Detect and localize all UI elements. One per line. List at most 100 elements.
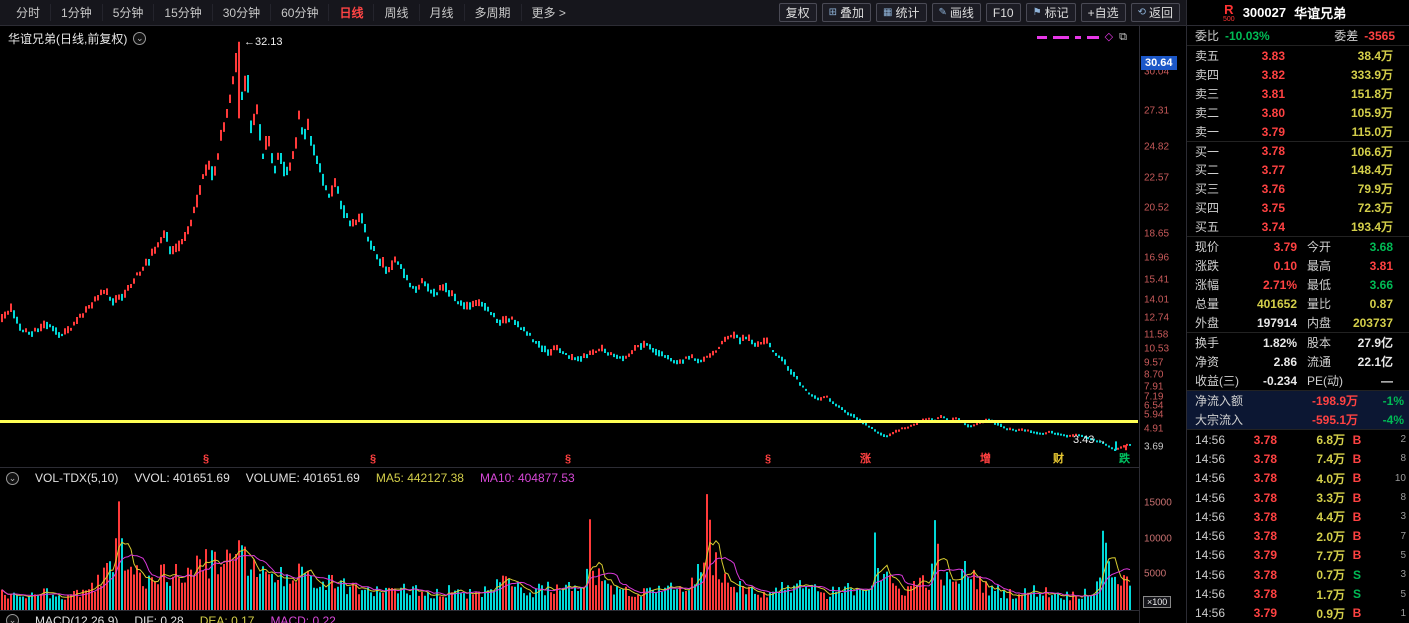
ma5-value: MA5: 442127.38 xyxy=(375,471,464,485)
mark-icon: ⚑ xyxy=(1032,7,1042,18)
toolbar-button-label: 复权 xyxy=(785,6,810,20)
toolbar-button-add-watch[interactable]: +自选 xyxy=(1080,3,1126,22)
chart-title: 华谊兄弟(日线,前复权) ⌄ xyxy=(8,30,147,47)
stat-value: 203737 xyxy=(1352,315,1393,330)
price-axis: 30.64 ×100 30.04 27.31 24.82 22.57 20.52 18.6… xyxy=(1139,26,1186,623)
period-tab-30min[interactable]: 30分钟 xyxy=(213,4,272,21)
trend-line[interactable] xyxy=(0,420,1138,423)
tick-side: S xyxy=(1352,567,1361,582)
ask-row[interactable]: 卖五 3.83 38.4万 xyxy=(1187,46,1409,65)
weibi-label: 委比 xyxy=(1195,29,1220,43)
chevron-down-icon[interactable]: ⌄ xyxy=(133,32,147,45)
toolbar-button-mark[interactable]: ⚑ 标记 xyxy=(1025,3,1076,22)
toolbar-button-f10[interactable]: F10 xyxy=(985,3,1021,22)
tick-row: 14:56 3.78 4.0万 B 10 xyxy=(1187,469,1409,488)
flow-pct: -4% xyxy=(1382,412,1404,427)
tick-time: 14:56 xyxy=(1195,548,1226,563)
event-marker-6[interactable]: 财 xyxy=(1053,453,1064,465)
toolbar-button-back[interactable]: ⟲ 返回 xyxy=(1130,3,1180,22)
toolbar-button-fuquan[interactable]: 复权 xyxy=(778,3,817,22)
low-arrow-icon: → xyxy=(1095,433,1110,448)
price-axis-label: 3.69 xyxy=(1144,441,1164,452)
tick-time: 14:56 xyxy=(1195,606,1226,621)
bid-row[interactable]: 买三 3.76 79.9万 xyxy=(1187,179,1409,198)
tick-side: B xyxy=(1352,432,1362,447)
order-label: 卖四 xyxy=(1195,68,1220,82)
period-tab-monthly[interactable]: 月线 xyxy=(420,4,465,21)
order-price: 3.77 xyxy=(1261,162,1285,177)
toolbar-button-stats[interactable]: ▦ 统计 xyxy=(876,3,927,22)
toolbar-button-drawline[interactable]: ✎ 画线 xyxy=(931,3,981,22)
event-marker-5[interactable]: 增 xyxy=(980,453,991,465)
flow-row: 大宗流入 -595.1万 -4% xyxy=(1187,410,1409,429)
ask-row[interactable]: 卖二 3.80 105.9万 xyxy=(1187,103,1409,122)
order-price: 3.81 xyxy=(1261,86,1285,101)
margin-flag: R 500 xyxy=(1223,3,1235,23)
price-chart[interactable]: 华谊兄弟(日线,前复权) ⌄ ◇ ⧉ ←32.13 3.43 → xyxy=(0,26,1139,455)
bid-row[interactable]: 买四 3.75 72.3万 xyxy=(1187,198,1409,217)
toolbar-button-overlay[interactable]: ⊞ 叠加 xyxy=(821,3,872,22)
period-tab-multi[interactable]: 多周期 xyxy=(465,4,522,21)
order-volume: 105.9万 xyxy=(1350,106,1393,120)
period-tab-more[interactable]: 更多 > xyxy=(531,6,566,20)
bid-row[interactable]: 买一 3.78 106.6万 xyxy=(1187,141,1409,160)
tick-time: 14:56 xyxy=(1195,432,1226,447)
tick-volume: 4.4万 xyxy=(1316,510,1345,525)
stock-code: 300027 xyxy=(1242,5,1287,20)
event-marker-0[interactable]: § xyxy=(203,453,210,465)
tick-price: 3.78 xyxy=(1253,509,1277,524)
macd-header: ⌄ MACD(12,26,9) DIF: 0.28 DEA: 0.17 MACD… xyxy=(0,614,1139,623)
event-marker-4[interactable]: 涨 xyxy=(860,453,871,465)
bid-row[interactable]: 买五 3.74 193.4万 xyxy=(1187,217,1409,236)
stat-value: 401652 xyxy=(1256,296,1297,311)
top-toolbar: 分时 1分钟 5分钟 15分钟 30分钟 60分钟 日线 周线 月线 多周期 更多 > 复权 ⊞ 叠加 ▦… xyxy=(0,0,1186,26)
event-marker-3[interactable]: § xyxy=(765,453,772,465)
volume-chart[interactable] xyxy=(0,487,1139,611)
event-marker-row: § § § § 涨 增 财 跌 xyxy=(0,453,1139,468)
ask-row[interactable]: 卖四 3.82 333.9万 xyxy=(1187,65,1409,84)
price-axis-label: 20.52 xyxy=(1144,202,1170,213)
low-price-text: 3.43 xyxy=(1073,434,1095,447)
order-label: 卖三 xyxy=(1195,87,1220,101)
period-tab-5min[interactable]: 5分钟 xyxy=(103,4,155,21)
order-volume: 193.4万 xyxy=(1350,220,1393,234)
stat-value: 3.68 xyxy=(1369,239,1393,254)
period-tab-60min[interactable]: 60分钟 xyxy=(271,4,330,21)
order-price: 3.83 xyxy=(1261,48,1285,63)
event-marker-7[interactable]: 跌 xyxy=(1119,453,1130,465)
stat-label: 今开 xyxy=(1307,240,1332,254)
weibi-value: -10.03% xyxy=(1225,28,1270,43)
volume-axis-label: 5000 xyxy=(1144,568,1167,580)
event-marker-1[interactable]: § xyxy=(370,453,377,465)
ask-row[interactable]: 卖三 3.81 151.8万 xyxy=(1187,84,1409,103)
price-axis-label: 4.91 xyxy=(1144,423,1164,435)
ask-row[interactable]: 卖一 3.79 115.0万 xyxy=(1187,122,1409,141)
panel-layout-icon[interactable]: ⧉ xyxy=(1119,31,1127,43)
period-tab-weekly[interactable]: 周线 xyxy=(374,4,420,21)
collapse-icon[interactable]: ⌄ xyxy=(6,471,19,485)
period-tab-1min[interactable]: 1分钟 xyxy=(51,4,103,21)
weicha-value: -3565 xyxy=(1364,28,1395,43)
event-marker-2[interactable]: § xyxy=(565,453,572,465)
period-tab-fenshi[interactable]: 分时 xyxy=(6,4,52,21)
order-label: 卖一 xyxy=(1195,125,1220,139)
stock-name: 华谊兄弟 xyxy=(1294,6,1347,21)
tick-count: 10 xyxy=(1394,472,1406,484)
price-axis-label: 7.19 xyxy=(1144,391,1164,403)
stat-label: 外盘 xyxy=(1195,316,1220,330)
tick-row: 14:56 3.78 6.8万 B 2 xyxy=(1187,430,1409,449)
order-label: 卖五 xyxy=(1195,49,1220,63)
bid-row[interactable]: 买二 3.77 148.4万 xyxy=(1187,160,1409,179)
period-tab-15min[interactable]: 15分钟 xyxy=(154,4,213,21)
volume-header: ⌄ VOL-TDX(5,10) VVOL: 401651.69 VOLUME: … xyxy=(0,469,1139,487)
volume-axis-label: 15000 xyxy=(1144,497,1172,509)
order-label: 买一 xyxy=(1195,144,1220,159)
price-axis-label: 27.31 xyxy=(1144,105,1170,117)
period-tab-daily[interactable]: 日线 xyxy=(329,4,375,21)
order-book: 卖五 3.83 38.4万 卖四 3.82 333.9万 卖三 3.81 151.8万 卖二 3.8… xyxy=(1187,46,1409,236)
collapse-icon[interactable]: ⌄ xyxy=(6,614,19,623)
low-price-label: 3.43 → xyxy=(1073,433,1110,448)
tick-side: B xyxy=(1352,509,1362,524)
tick-price: 3.78 xyxy=(1253,432,1277,447)
